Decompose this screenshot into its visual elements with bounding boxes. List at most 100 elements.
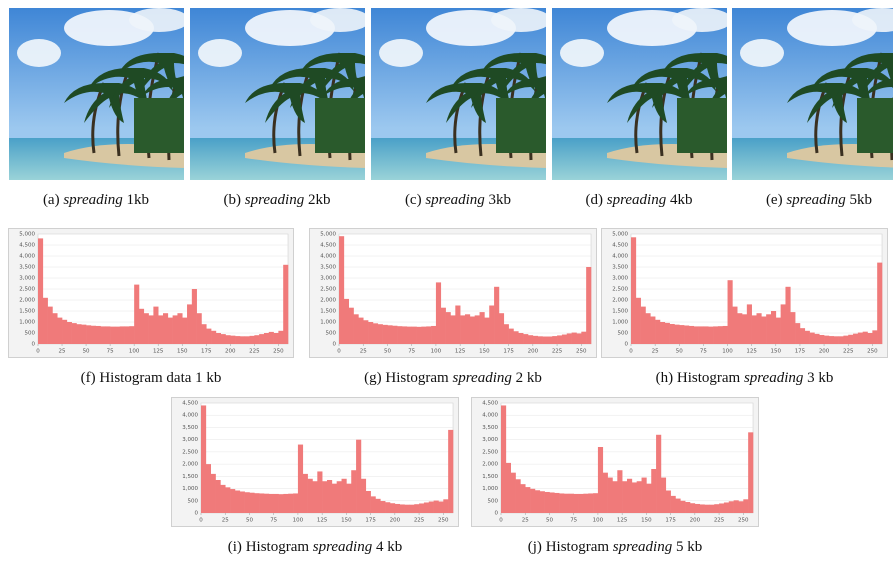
histogram-bar (465, 314, 470, 344)
histogram-bar (274, 494, 279, 513)
histogram-bar (690, 503, 695, 513)
caption-size: 4kb (670, 192, 693, 208)
caption-label: (i) (228, 539, 242, 555)
histogram-bar (709, 505, 714, 513)
histogram-bar (569, 494, 574, 513)
x-tick-label: 200 (690, 518, 701, 524)
y-tick-label: 0 (625, 342, 629, 348)
histogram-bar (76, 324, 81, 344)
photo-wrap (732, 8, 893, 180)
caption-size: 3kb (489, 192, 512, 208)
histogram-bar (843, 336, 848, 344)
histogram-bar (278, 331, 283, 344)
histogram-bar (708, 327, 713, 344)
histogram-bar (829, 336, 834, 344)
histogram-bar (863, 332, 868, 344)
caption: (h) Histogram spreading 3 kb (595, 370, 893, 387)
histogram-bar (385, 502, 390, 513)
y-tick-label: 5,000 (320, 232, 336, 238)
histogram-bar (557, 335, 562, 344)
histogram-bar (339, 236, 344, 344)
y-tick-label: 5,000 (612, 232, 628, 238)
x-tick-label: 0 (199, 518, 203, 524)
histogram-bar (342, 479, 347, 513)
x-tick-label: 150 (479, 349, 490, 355)
histogram-bar (617, 470, 622, 513)
histogram-bar (674, 325, 679, 344)
histogram-bar (641, 307, 646, 344)
histogram-bar (245, 336, 250, 344)
histogram-chart: 05001,0001,5002,0002,5003,0003,5004,0004… (309, 228, 597, 358)
histogram-bar (322, 481, 327, 513)
histogram-bar (288, 494, 293, 513)
histogram-bar (158, 315, 163, 344)
caption-emphasis: spreading (607, 192, 666, 208)
histogram-bar (303, 474, 308, 513)
histogram-bar (747, 304, 752, 344)
histogram-bar (139, 309, 144, 344)
histogram-bar (501, 405, 506, 513)
caption-size: 2kb (308, 192, 331, 208)
histogram-bar (805, 331, 810, 344)
photo-wrap (552, 8, 727, 180)
histogram-bar (511, 473, 516, 513)
histogram-bar (120, 326, 125, 344)
photo (190, 8, 365, 180)
x-tick-label: 250 (273, 349, 284, 355)
histogram-bar (402, 326, 407, 344)
histogram-bar (689, 326, 694, 344)
histogram-bar (38, 238, 43, 344)
histogram-bar (719, 503, 724, 513)
histogram-bar (201, 324, 206, 344)
histogram-bar (337, 481, 342, 513)
x-tick-label: 175 (795, 349, 806, 355)
x-tick-label: 175 (665, 518, 676, 524)
y-tick-label: 3,500 (320, 265, 336, 271)
histogram-bar (516, 479, 521, 513)
photo (371, 8, 546, 180)
histogram-bar (240, 491, 245, 513)
histogram-bar (572, 333, 577, 344)
x-tick-label: 225 (552, 349, 563, 355)
histogram-bar (230, 489, 235, 513)
histogram-bar (414, 504, 419, 513)
histogram-bar (700, 504, 705, 513)
histogram-bar (583, 494, 588, 513)
y-tick-label: 1,000 (612, 320, 628, 326)
histogram-bar (748, 432, 753, 513)
histogram-bar (96, 326, 101, 344)
histogram-bar (358, 318, 363, 344)
histogram-bar (853, 334, 858, 344)
histogram-bar (279, 494, 284, 513)
histogram-bar (728, 280, 733, 344)
histogram-bar (101, 326, 106, 344)
x-tick-label: 150 (771, 349, 782, 355)
photo-image (371, 8, 546, 180)
histogram-bar (187, 304, 192, 344)
x-tick-label: 75 (107, 349, 114, 355)
histogram-bar (562, 335, 567, 344)
histogram-bar (484, 318, 489, 344)
histogram-bar (163, 313, 168, 344)
caption-text: Histogram data 1 kb (99, 370, 221, 386)
histogram-bar (858, 333, 863, 344)
histogram-bar (824, 336, 829, 344)
caption-emphasis: spreading (63, 192, 122, 208)
histogram-bar (680, 501, 685, 513)
x-tick-label: 125 (153, 349, 164, 355)
caption-label: (j) (528, 539, 542, 555)
histogram-bar (419, 503, 424, 513)
photo-image (552, 8, 727, 180)
histogram-bar (426, 326, 431, 344)
histogram-bar (356, 440, 361, 513)
histogram-bar (714, 504, 719, 513)
histogram-bar (225, 487, 230, 513)
histogram-bar (390, 503, 395, 513)
histogram-bar (499, 313, 504, 344)
photo-image (732, 8, 893, 180)
histogram-bar (494, 287, 499, 344)
y-tick-label: 500 (488, 498, 499, 504)
caption-emphasis: spreading (245, 192, 304, 208)
histogram-bar (438, 502, 443, 513)
